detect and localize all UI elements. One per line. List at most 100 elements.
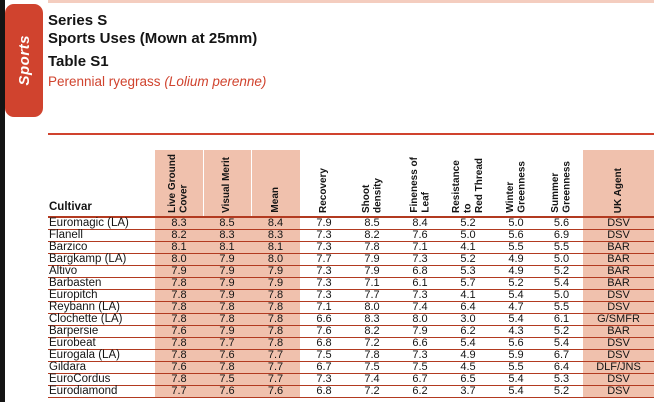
value-cell-uk-agent: BAR — [583, 265, 654, 278]
value-cell-summer-greenness: 6.1 — [540, 313, 583, 326]
value-cell-winter-greenness: 5.4 — [492, 289, 540, 302]
value-cell-shoot-density: 7.9 — [348, 253, 396, 266]
value-cell-shoot-density: 7.4 — [348, 373, 396, 386]
value-cell-mean: 7.7 — [251, 373, 300, 386]
value-cell-live-ground-cover: 7.9 — [155, 265, 203, 278]
sports-tab-label: Sports — [15, 35, 33, 86]
value-cell-recovery: 6.6 — [300, 313, 348, 326]
value-cell-winter-greenness: 4.3 — [492, 325, 540, 338]
value-cell-uk-agent: BAR — [583, 253, 654, 266]
value-cell-summer-greenness: 5.3 — [540, 373, 583, 386]
value-cell-fineness-of-leaf: 8.0 — [396, 313, 444, 326]
value-cell-resistance-to-red-thread: 4.1 — [444, 241, 492, 254]
species-subtitle: Perennial ryegrass (Lolium perenne) — [48, 74, 266, 89]
value-cell-winter-greenness: 5.0 — [492, 216, 540, 230]
value-cell-fineness-of-leaf: 7.5 — [396, 361, 444, 374]
value-cell-winter-greenness: 5.4 — [492, 313, 540, 326]
value-cell-shoot-density: 8.5 — [348, 216, 396, 230]
page-edge-strip — [0, 0, 5, 402]
cultivar-cell: Barzico — [48, 241, 155, 254]
value-cell-recovery: 7.5 — [300, 349, 348, 362]
value-cell-visual-merit: 7.6 — [203, 349, 251, 362]
value-cell-shoot-density: 8.2 — [348, 325, 396, 338]
value-cell-visual-merit: 8.3 — [203, 229, 251, 242]
value-cell-uk-agent: DSV — [583, 229, 654, 242]
cultivar-cell: Eurobeat — [48, 337, 155, 350]
value-cell-uk-agent: DLF/JNS — [583, 361, 654, 374]
table-row: Gildara 7.6 7.8 7.7 6.7 7.5 7.5 4.5 5.5 6.4 DLF/JN… — [48, 361, 654, 374]
title-block: Series S Sports Uses (Mown at 25mm) — [48, 12, 257, 47]
value-cell-summer-greenness: 5.6 — [540, 216, 583, 230]
column-header-mean: Mean — [250, 150, 300, 217]
value-cell-shoot-density: 8.2 — [348, 229, 396, 242]
cultivar-cell: Reybann (LA) — [48, 301, 155, 314]
value-cell-fineness-of-leaf: 7.9 — [396, 325, 444, 338]
value-cell-uk-agent: DSV — [583, 301, 654, 314]
column-header-label: Winter Greenness — [504, 161, 528, 213]
value-cell-visual-merit: 7.9 — [203, 265, 251, 278]
cultivar-column-header: Cultivar — [49, 201, 92, 213]
value-cell-fineness-of-leaf: 7.3 — [396, 253, 444, 266]
value-cell-visual-merit: 7.9 — [203, 289, 251, 302]
value-cell-live-ground-cover: 8.0 — [155, 253, 203, 266]
value-cell-visual-merit: 8.1 — [203, 241, 251, 254]
column-header-label: Shoot density — [360, 177, 384, 213]
column-header-uk-agent: UK Agent — [583, 150, 654, 217]
value-cell-mean: 7.7 — [251, 349, 300, 362]
top-rule — [48, 0, 654, 3]
value-cell-summer-greenness: 5.5 — [540, 301, 583, 314]
table-row: Flanell 8.2 8.3 8.3 7.3 8.2 7.6 5.0 5.6 6.9 DSV — [48, 229, 654, 242]
column-header-live-ground-cover: Live Ground Cover — [155, 150, 203, 217]
value-cell-live-ground-cover: 8.2 — [155, 229, 203, 242]
value-cell-shoot-density: 7.5 — [348, 361, 396, 374]
value-cell-live-ground-cover: 7.7 — [155, 385, 203, 398]
value-cell-winter-greenness: 4.7 — [492, 301, 540, 314]
table-row: Eurobeat 7.8 7.7 7.8 6.8 7.2 6.6 5.4 5.6 5.4 DSV — [48, 337, 654, 350]
value-cell-summer-greenness: 5.2 — [540, 325, 583, 338]
series-title: Series S — [48, 12, 108, 29]
value-cell-visual-merit: 7.9 — [203, 277, 251, 290]
series-use-title: Sports Uses (Mown at 25mm) — [48, 29, 258, 47]
value-cell-fineness-of-leaf: 6.2 — [396, 385, 444, 398]
column-header-fineness-of-leaf: Fineness of Leaf — [396, 150, 444, 217]
value-cell-shoot-density: 7.8 — [348, 349, 396, 362]
value-cell-shoot-density: 8.3 — [348, 313, 396, 326]
table-row: Reybann (LA) 7.8 7.8 7.8 7.1 8.0 7.4 6.4 4.7 5.5 D… — [48, 301, 654, 314]
value-cell-visual-merit: 7.5 — [203, 373, 251, 386]
cultivar-cell: Europitch — [48, 289, 155, 302]
value-cell-mean: 7.6 — [251, 385, 300, 398]
value-cell-recovery: 7.3 — [300, 277, 348, 290]
value-cell-winter-greenness: 5.2 — [492, 277, 540, 290]
cultivar-cell: Clochette (LA) — [48, 313, 155, 326]
table-row: Barpersie 7.6 7.9 7.8 7.6 8.2 7.9 6.2 4.3 5.2 BAR — [48, 325, 654, 338]
cultivar-cell: Euromagic (LA) — [48, 216, 155, 230]
value-cell-mean: 7.8 — [251, 337, 300, 350]
column-header-winter-greenness: Winter Greenness — [492, 150, 540, 217]
value-cell-live-ground-cover: 7.6 — [155, 361, 203, 374]
value-cell-winter-greenness: 5.4 — [492, 385, 540, 398]
value-cell-winter-greenness: 5.6 — [492, 337, 540, 350]
value-cell-fineness-of-leaf: 7.6 — [396, 229, 444, 242]
value-cell-recovery: 7.1 — [300, 301, 348, 314]
value-cell-recovery: 6.7 — [300, 361, 348, 374]
value-cell-resistance-to-red-thread: 4.5 — [444, 361, 492, 374]
value-cell-uk-agent: BAR — [583, 277, 654, 290]
table-number-label: Table S1 — [48, 53, 109, 70]
value-cell-recovery: 7.3 — [300, 265, 348, 278]
column-header-summer-greenness: Summer Greenness — [540, 150, 583, 217]
table-row: Eurodiamond 7.7 7.6 7.6 6.8 7.2 6.2 3.7 5.4 5.2 DS… — [48, 385, 654, 398]
value-cell-fineness-of-leaf: 8.4 — [396, 216, 444, 230]
value-cell-visual-merit: 7.9 — [203, 253, 251, 266]
value-cell-summer-greenness: 5.2 — [540, 265, 583, 278]
value-cell-uk-agent: DSV — [583, 385, 654, 398]
cultivar-cell: Bargkamp (LA) — [48, 253, 155, 266]
table-row: Euromagic (LA) 8.3 8.5 8.4 7.9 8.5 8.4 5.2 5.0 5.… — [48, 216, 654, 230]
value-cell-live-ground-cover: 7.8 — [155, 373, 203, 386]
value-cell-mean: 8.4 — [251, 216, 300, 230]
header-rule — [48, 133, 654, 135]
column-header-label: UK Agent — [612, 167, 624, 213]
table-row: Bargkamp (LA) 8.0 7.9 8.0 7.7 7.9 7.3 5.2 4.9 5.0… — [48, 253, 654, 266]
cultivar-cell: Barpersie — [48, 325, 155, 338]
value-cell-fineness-of-leaf: 7.4 — [396, 301, 444, 314]
value-cell-shoot-density: 7.7 — [348, 289, 396, 302]
